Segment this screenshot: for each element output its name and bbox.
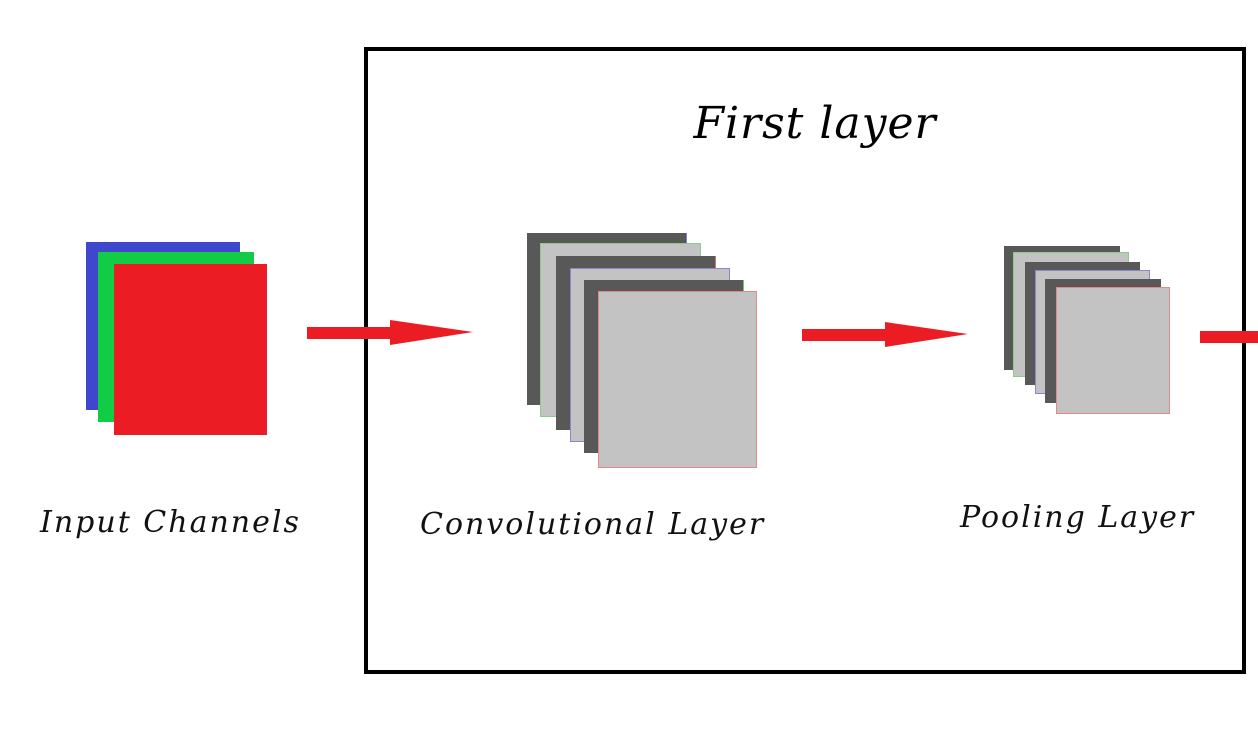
first-layer-frame: [364, 47, 1246, 674]
conv-layer-label: Convolutional Layer: [420, 507, 766, 542]
arrow-conv-to-pool: [802, 322, 968, 347]
input-channel-red: [114, 264, 267, 435]
pool-map-6: [1056, 287, 1170, 414]
arrow-pool-to-next: [1200, 331, 1258, 343]
conv-map-6: [598, 291, 757, 468]
first-layer-title: First layer: [693, 98, 937, 149]
arrow-input-to-conv: [307, 320, 473, 345]
input-channels-label: Input Channels: [40, 505, 301, 540]
pool-layer-label: Pooling Layer: [960, 500, 1196, 535]
